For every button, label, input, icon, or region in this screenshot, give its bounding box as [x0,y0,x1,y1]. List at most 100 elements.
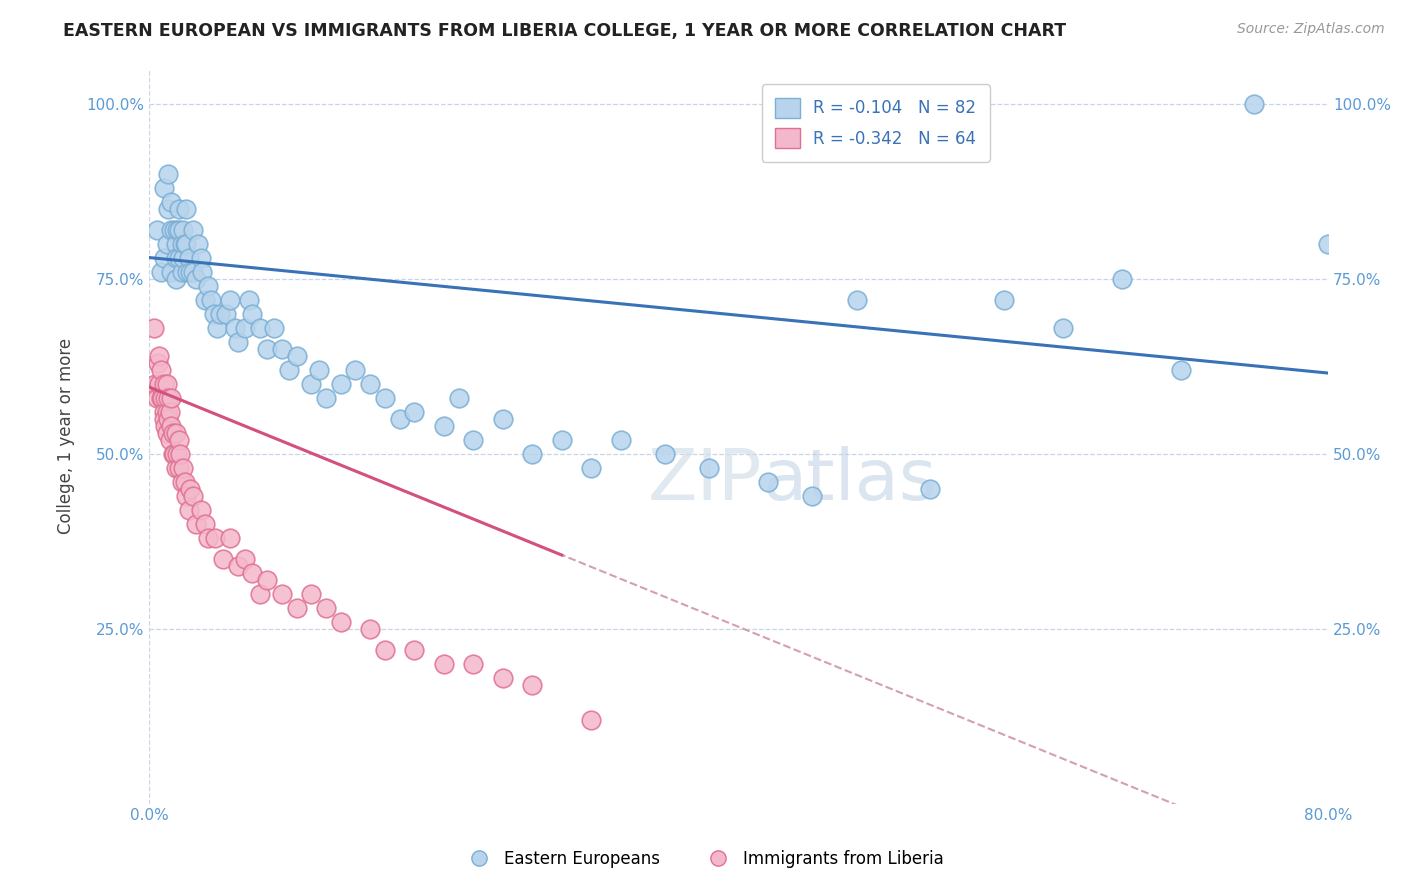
Point [169,446,191,460]
Point [845,293,868,307]
Point [522,446,544,460]
Point [194,293,217,307]
Text: ZIP: ZIP [648,446,762,515]
Point [172,460,194,475]
Point [145,222,167,236]
Y-axis label: College, 1 year or more: College, 1 year or more [58,338,75,534]
Point [146,355,169,369]
Text: EASTERN EUROPEAN VS IMMIGRANTS FROM LIBERIA COLLEGE, 1 YEAR OR MORE CORRELATION : EASTERN EUROPEAN VS IMMIGRANTS FROM LIBE… [63,22,1066,40]
Point [447,391,470,405]
Point [433,418,456,433]
Point [160,264,183,278]
Point [165,425,187,440]
Point [176,264,198,278]
Point [329,376,352,391]
Point [170,475,193,489]
Point [1052,320,1074,334]
Point [167,222,190,236]
Point [159,404,181,418]
Point [148,376,170,391]
Point [165,460,187,475]
Point [160,391,183,405]
Point [160,418,183,433]
Point [190,251,212,265]
Point [157,202,180,216]
Point [801,489,824,503]
Point [170,236,193,251]
Point [172,222,194,236]
Point [654,446,676,460]
Point [492,671,515,685]
Point [156,236,179,251]
Point [167,202,190,216]
Point [1243,96,1265,111]
Point [183,264,205,278]
Point [186,271,208,285]
Point [522,677,544,691]
Legend: R = -0.104   N = 82, R = -0.342   N = 64: R = -0.104 N = 82, R = -0.342 N = 64 [762,84,990,161]
Point [165,271,187,285]
Point [1317,236,1340,251]
Point [153,376,176,391]
Point [159,433,181,447]
Point [155,391,177,405]
Point [197,531,219,545]
Point [993,293,1015,307]
Point [609,433,631,447]
Text: Source: ZipAtlas.com: Source: ZipAtlas.com [1237,22,1385,37]
Point [299,376,322,391]
Point [170,264,193,278]
Point [315,600,337,615]
Point [270,342,292,356]
Point [167,251,190,265]
Point [270,586,292,600]
Point [581,713,603,727]
Point [173,236,195,251]
Point [157,167,180,181]
Point [183,489,205,503]
Point [359,622,381,636]
Point [240,566,263,580]
Point [149,391,172,405]
Point [153,404,176,418]
Point [226,558,249,573]
Point [153,180,176,194]
Point [263,320,285,334]
Point [177,251,200,265]
Point [190,502,212,516]
Point [240,307,263,321]
Point [174,202,197,216]
Point [581,460,603,475]
Point [143,376,166,391]
Point [155,418,177,433]
Point [191,264,214,278]
Point [1111,271,1133,285]
Point [238,293,260,307]
Point [167,433,190,447]
Point [256,573,278,587]
Point [197,278,219,293]
Point [149,264,172,278]
Point [179,482,201,496]
Point [278,362,301,376]
Point [492,411,515,425]
Point [157,391,180,405]
Legend: Eastern Europeans, Immigrants from Liberia: Eastern Europeans, Immigrants from Liber… [456,844,950,875]
Point [299,586,322,600]
Point [208,307,231,321]
Point [165,251,187,265]
Point [374,642,396,657]
Point [200,293,222,307]
Point [359,376,381,391]
Text: atlas: atlas [762,446,936,515]
Point [160,222,183,236]
Point [163,446,186,460]
Point [249,320,271,334]
Point [920,482,942,496]
Point [224,320,246,334]
Point [756,475,779,489]
Point [179,264,201,278]
Point [160,194,183,209]
Point [1170,362,1192,376]
Point [187,236,209,251]
